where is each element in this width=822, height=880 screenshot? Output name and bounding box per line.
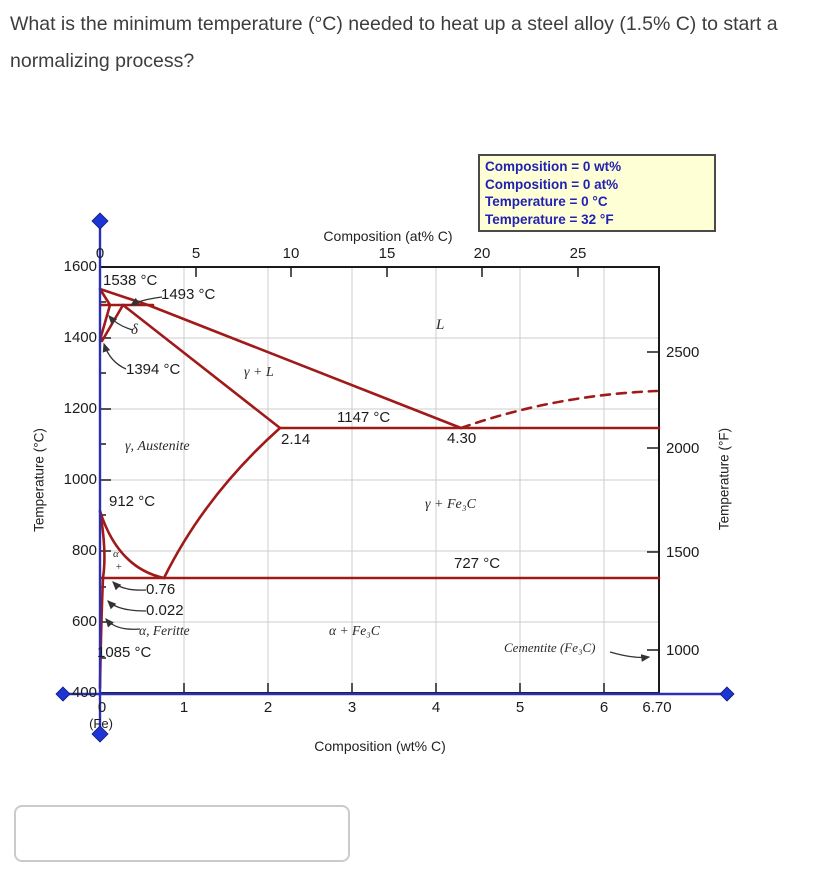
bottom-tick-5: 5 — [515, 699, 525, 716]
left-tick-800: 800 — [71, 542, 97, 559]
bottom-tick-3: 3 — [347, 699, 357, 716]
bottom-tick-1: 1 — [179, 699, 189, 716]
readout-temperature-c: Temperature = 0 °C — [485, 194, 608, 209]
right-tick-1000: 1000 — [666, 642, 700, 659]
top-tick-5: 5 — [191, 245, 201, 262]
label-1538c: 1538 °C — [103, 272, 158, 289]
arrow-delta — [108, 315, 134, 331]
readout-composition-wt: Composition = 0 wt% — [485, 159, 622, 174]
top-tick-20: 20 — [473, 245, 491, 262]
label-2-14: 2.14 — [281, 431, 311, 448]
answer-input[interactable] — [14, 805, 350, 862]
label-0-76: 0.76 — [146, 581, 176, 598]
bottom-tick-670: 6.70 — [642, 699, 672, 716]
label-1085c: 1085 °C — [97, 644, 152, 661]
label-4-30: 4.30 — [447, 430, 477, 447]
left-tick-1200: 1200 — [63, 400, 97, 417]
label-1394c: 1394 °C — [126, 361, 181, 378]
label-727c: 727 °C — [454, 555, 501, 572]
readout-composition-at: Composition = 0 at% — [485, 176, 619, 192]
top-tick-10: 10 — [282, 245, 300, 262]
bottom-axis-title: Composition (wt% C) — [314, 738, 446, 754]
label-alpha-gamma-region-plus: + — [115, 561, 123, 573]
question-text: What is the minimum temperature (°C) nee… — [10, 13, 778, 72]
arrow-ferrite — [105, 618, 141, 630]
bottom-tick-6: 6 — [599, 699, 609, 716]
arrow-0022 — [107, 600, 147, 612]
arrow-1394 — [102, 342, 127, 370]
label-gamma-fe3c: γ + Fe₃C — [425, 497, 476, 512]
arrow-cementite — [609, 651, 651, 662]
bottom-tick-2: 2 — [263, 699, 273, 716]
bottom-tick-4: 4 — [431, 699, 441, 716]
annotation-arrows — [102, 296, 651, 662]
top-axis-title: Composition (at% C) — [323, 228, 453, 244]
top-tick-15: 15 — [378, 245, 396, 262]
crosshair-handles[interactable] — [55, 212, 735, 743]
crosshair-handle-left[interactable] — [55, 686, 71, 702]
gamma-solidus-line — [121, 303, 282, 430]
crosshair[interactable] — [64, 228, 726, 730]
delta-boundary-line — [98, 303, 112, 342]
bottom-tick-0: 0 — [97, 699, 107, 716]
label-alpha-fe3c: α + Fe₃C — [329, 623, 380, 638]
label-delta: δ — [131, 322, 138, 338]
right-tick-1500: 1500 — [666, 544, 700, 561]
label-1493c: 1493 °C — [161, 286, 216, 303]
label-austenite: γ, Austenite — [125, 439, 190, 454]
left-tick-1400: 1400 — [63, 329, 97, 346]
right-tick-2000: 2000 — [666, 440, 700, 457]
label-912c: 912 °C — [109, 493, 156, 510]
top-tick-25: 25 — [569, 245, 587, 262]
right-axis-title: Temperature (°F) — [716, 427, 732, 531]
liquidus-extension-dashed-line — [459, 389, 659, 430]
gridlines — [100, 267, 659, 693]
crosshair-handle-top[interactable] — [91, 212, 109, 230]
right-tick-2500: 2500 — [666, 344, 700, 361]
delta-solidus-line — [98, 287, 112, 307]
label-liquid: L — [436, 317, 445, 333]
crosshair-handle-right[interactable] — [719, 686, 735, 702]
arrow-1493 — [129, 296, 163, 306]
readout-temperature-f: Temperature = 32 °F — [485, 211, 614, 227]
acm-line — [162, 426, 282, 580]
label-1147c: 1147 °C — [337, 409, 391, 426]
label-alpha-gamma-region-alpha: α — [113, 548, 119, 560]
label-gamma-plus-l: γ + L — [244, 365, 274, 380]
label-0-022: 0.022 — [146, 602, 184, 619]
phase-boundary-lines — [98, 287, 661, 690]
a3-line — [98, 509, 166, 580]
left-tick-400: 400 — [71, 684, 97, 701]
top-tick-0: 0 — [95, 245, 105, 262]
arrow-076 — [112, 581, 147, 591]
left-tick-1000: 1000 — [63, 471, 97, 488]
crosshair-readout-box: Composition = 0 wt% Composition = 0 at% … — [478, 154, 716, 232]
crosshair-handle-bottom[interactable] — [91, 725, 109, 743]
left-tick-600: 600 — [71, 613, 97, 630]
label-cementite: Cementite (Fe₃C) — [504, 640, 596, 655]
left-tick-1600: 1600 — [63, 258, 97, 275]
liquidus-line — [98, 287, 463, 430]
label-alpha-ferrite: α, Feritte — [139, 623, 190, 638]
origin-fe-label: (Fe) — [89, 716, 113, 731]
